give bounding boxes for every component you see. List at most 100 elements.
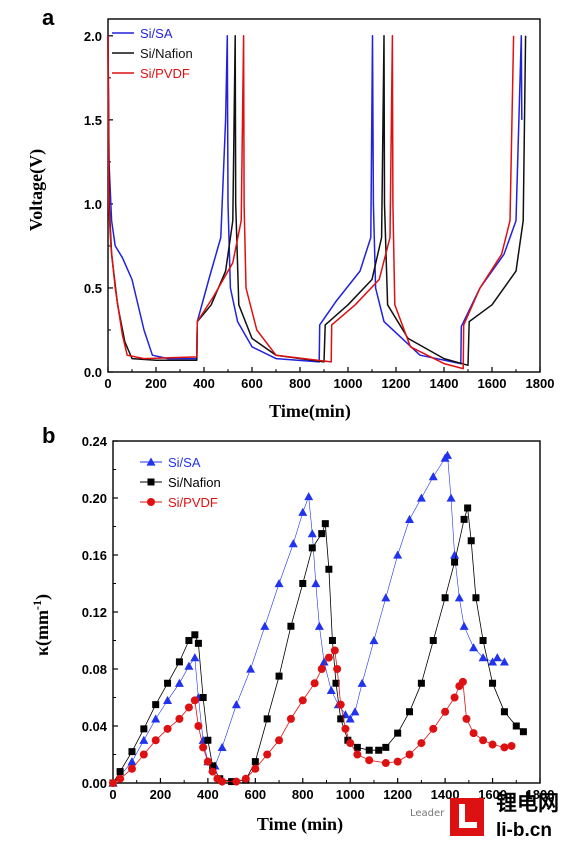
data-point — [139, 735, 149, 744]
data-point — [381, 593, 391, 602]
panel-a-x-axis-title: Time(min) — [269, 401, 351, 422]
data-point — [459, 621, 469, 630]
watermark: Leader 锂电网 li-b.cn — [410, 791, 559, 841]
data-point — [275, 736, 284, 745]
x-tick-label: 1200 — [383, 787, 412, 802]
data-point — [199, 694, 207, 701]
data-point — [218, 777, 227, 786]
legend-marker — [147, 478, 155, 486]
data-point — [217, 742, 227, 751]
data-point — [375, 746, 383, 754]
data-point — [288, 539, 298, 548]
x-tick-label: 800 — [289, 376, 311, 391]
x-tick-label: 200 — [150, 787, 172, 802]
data-point — [330, 646, 339, 655]
data-point — [311, 579, 321, 588]
series-line-3 — [107, 35, 515, 370]
data-point — [417, 739, 426, 748]
data-point — [460, 515, 468, 523]
data-point — [326, 685, 336, 694]
panel-a-y-tick-labels: 0.0 0.5 1.0 1.5 2.0 — [84, 29, 102, 380]
data-point — [500, 708, 508, 716]
data-point — [369, 636, 379, 645]
y-tick-label: 0.04 — [82, 719, 108, 734]
watermark-logo-letter-icon — [459, 804, 477, 828]
panel-b-y-axis-title-exponent: -1 — [30, 600, 44, 610]
x-tick-label: 600 — [244, 787, 266, 802]
data-point — [345, 714, 355, 723]
data-point — [263, 715, 271, 723]
data-point — [512, 722, 520, 730]
panel-b-x-axis-title: Time (min) — [257, 814, 343, 835]
x-tick-label: 1800 — [526, 376, 555, 391]
data-point — [507, 741, 516, 750]
data-point — [488, 740, 497, 749]
x-tick-label: 600 — [241, 376, 263, 391]
data-point — [319, 657, 329, 666]
data-point — [310, 679, 319, 688]
y-tick-label: 0.5 — [84, 281, 102, 296]
x-tick-label: 0 — [104, 376, 111, 391]
data-point — [464, 504, 472, 512]
data-point — [151, 714, 161, 723]
panel-b-x-tick-labels: 0 200 400 600 800 1000 1200 1400 1600 1800 — [109, 787, 554, 802]
panel-b-y-axis-title-close: ) — [32, 594, 53, 600]
legend-marker — [147, 498, 155, 506]
x-tick-label: 1600 — [478, 376, 507, 391]
data-point — [446, 493, 456, 502]
data-point — [350, 707, 360, 716]
data-point — [393, 550, 403, 559]
data-point — [489, 679, 497, 687]
panel-a-y-axis-title: Voltage(V) — [26, 149, 47, 231]
data-point — [478, 653, 488, 662]
y-tick-label: 0.20 — [82, 491, 107, 506]
data-point — [251, 758, 259, 766]
data-point — [163, 695, 173, 704]
data-point — [499, 657, 509, 666]
data-point — [299, 580, 307, 587]
data-point — [458, 677, 467, 686]
legend-label: Si/Nafion — [140, 46, 193, 61]
data-point — [174, 678, 184, 687]
series-line-2 — [112, 507, 524, 784]
data-point — [232, 777, 241, 786]
data-point — [393, 757, 402, 766]
data-point — [365, 756, 374, 765]
data-point — [194, 639, 202, 647]
data-point — [164, 679, 172, 687]
data-point — [405, 750, 414, 759]
data-point — [382, 743, 390, 751]
data-point — [184, 661, 194, 670]
data-point — [441, 707, 450, 716]
data-point — [469, 729, 478, 738]
data-point — [337, 715, 345, 723]
data-point — [127, 764, 136, 773]
data-point — [500, 743, 509, 752]
panel-b-y-axis-title: κ(mm-1) — [30, 594, 53, 656]
y-tick-label: 0.08 — [82, 662, 107, 677]
legend-label: Si/SA — [140, 26, 173, 41]
data-point — [314, 621, 324, 630]
data-point — [185, 637, 193, 644]
data-point — [472, 594, 480, 602]
watermark-logo-icon — [450, 798, 484, 836]
data-point — [298, 696, 307, 705]
data-point — [260, 621, 270, 630]
data-point — [204, 736, 212, 744]
watermark-chinese-text: 锂电网 — [496, 791, 559, 815]
y-tick-label: 2.0 — [84, 29, 102, 44]
data-point — [492, 653, 502, 662]
data-point — [163, 724, 172, 733]
data-point — [333, 665, 342, 673]
x-tick-label: 1000 — [336, 787, 365, 802]
data-point — [151, 736, 160, 745]
data-point — [191, 631, 199, 639]
data-point — [405, 514, 415, 523]
data-point — [441, 594, 449, 602]
y-tick-label: 0.24 — [82, 434, 108, 449]
data-point — [416, 493, 426, 502]
data-point — [325, 565, 333, 573]
data-point — [304, 492, 314, 501]
panel-b-y-tick-labels: 0.00 0.04 0.08 0.12 0.16 0.20 0.24 — [82, 434, 108, 791]
